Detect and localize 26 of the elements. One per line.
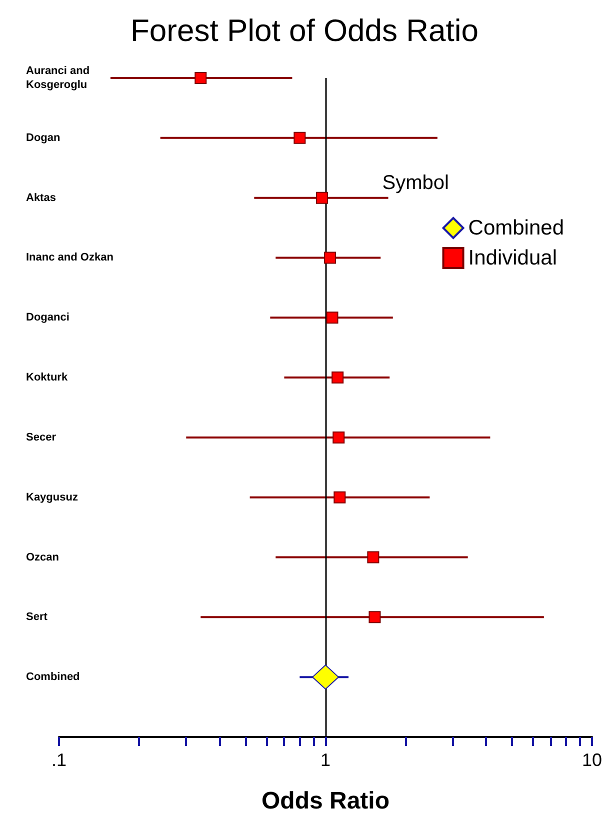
point <box>324 252 336 264</box>
y-tick-label: Secer <box>26 431 57 444</box>
y-tick-label: Combined <box>26 671 80 684</box>
point <box>332 431 345 444</box>
y-tick-label: Kaygusuz <box>26 491 78 504</box>
y-tick-label: Inanc and Ozkan <box>26 252 114 264</box>
point <box>334 491 346 504</box>
x-tick-label: .1 <box>51 750 67 770</box>
point <box>326 312 338 324</box>
y-tick-label: Dogan <box>26 132 60 144</box>
legend-label: Individual <box>468 246 558 270</box>
y-tick-label: Auranci and Kosgeroglu <box>26 65 93 91</box>
x-tick-label: 10 <box>582 750 602 770</box>
x-axis-title: Odds Ratio <box>261 788 390 814</box>
y-tick-label: Kokturk <box>26 372 68 384</box>
legend-label: Combined <box>468 216 564 240</box>
chart-title: Forest Plot of Odds Ratio <box>130 13 479 48</box>
y-tick-label: Ozcan <box>26 551 60 564</box>
point <box>312 664 339 690</box>
legend-title: Symbol <box>382 172 450 194</box>
y-tick-label: Sert <box>26 611 48 624</box>
x-tick-label: 1 <box>320 750 331 770</box>
point <box>316 192 328 204</box>
y-tick-label: Doganci <box>26 312 70 324</box>
point <box>332 372 344 384</box>
y-tick-label: Aktas <box>26 192 56 204</box>
